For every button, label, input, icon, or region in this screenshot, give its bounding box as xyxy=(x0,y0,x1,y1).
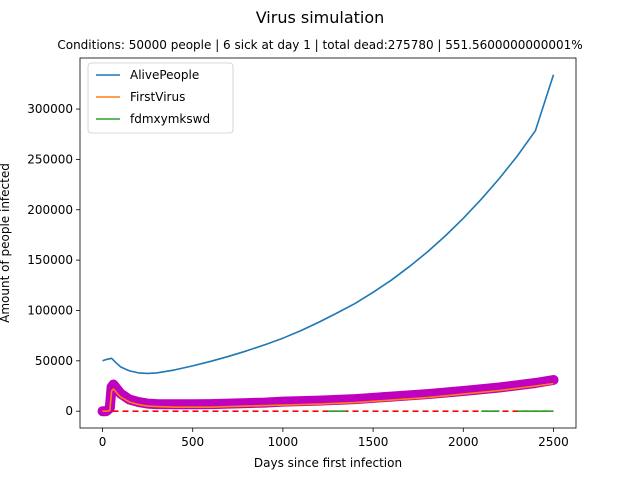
y-tick-label: 0 xyxy=(65,404,73,418)
axes-frame xyxy=(79,57,577,429)
x-axis: 0 500 1000 1500 2000 2500 xyxy=(99,428,569,449)
y-tick-label: 150000 xyxy=(27,253,73,267)
legend-label-fdmxymkswd: fdmxymkswd xyxy=(130,112,210,126)
marker-point xyxy=(548,375,558,385)
x-axis-label: Days since first infection xyxy=(254,456,402,470)
x-tick-label: 2000 xyxy=(448,435,479,449)
legend-label-firstvirus: FirstVirus xyxy=(130,90,185,104)
y-tick-label: 300000 xyxy=(27,102,73,116)
legend-label-alivepeople: AlivePeople xyxy=(130,68,199,82)
chart-title: Virus simulation xyxy=(255,8,385,27)
marker-point xyxy=(350,394,360,404)
y-tick-label: 200000 xyxy=(27,203,73,217)
marker-point xyxy=(278,397,288,407)
y-tick-label: 100000 xyxy=(27,303,73,317)
x-tick-label: 500 xyxy=(181,435,204,449)
x-tick-label: 1000 xyxy=(268,435,299,449)
marker-point xyxy=(125,395,135,405)
x-tick-label: 1500 xyxy=(358,435,389,449)
y-tick-label: 250000 xyxy=(27,152,73,166)
x-tick-label: 0 xyxy=(99,435,107,449)
marker-point xyxy=(422,389,432,399)
marker-point xyxy=(386,392,396,402)
x-tick-label: 2500 xyxy=(538,435,569,449)
data-layer xyxy=(97,74,559,417)
y-tick-label: 50000 xyxy=(35,354,73,368)
marker-point xyxy=(314,396,324,406)
series-line-alivepeople xyxy=(102,74,555,375)
marker-point xyxy=(116,389,126,399)
series-line-firstvirus xyxy=(102,382,554,413)
legend-box xyxy=(87,62,234,134)
y-axis: 0 50000 100000 150000 200000 250000 300000 xyxy=(27,102,80,418)
legend: AlivePeople FirstVirus fdmxymkswd xyxy=(87,62,234,134)
chart-subtitle: Conditions: 50000 people | 6 sick at day… xyxy=(57,38,583,52)
y-axis-label: Amount of people infected xyxy=(0,163,12,323)
